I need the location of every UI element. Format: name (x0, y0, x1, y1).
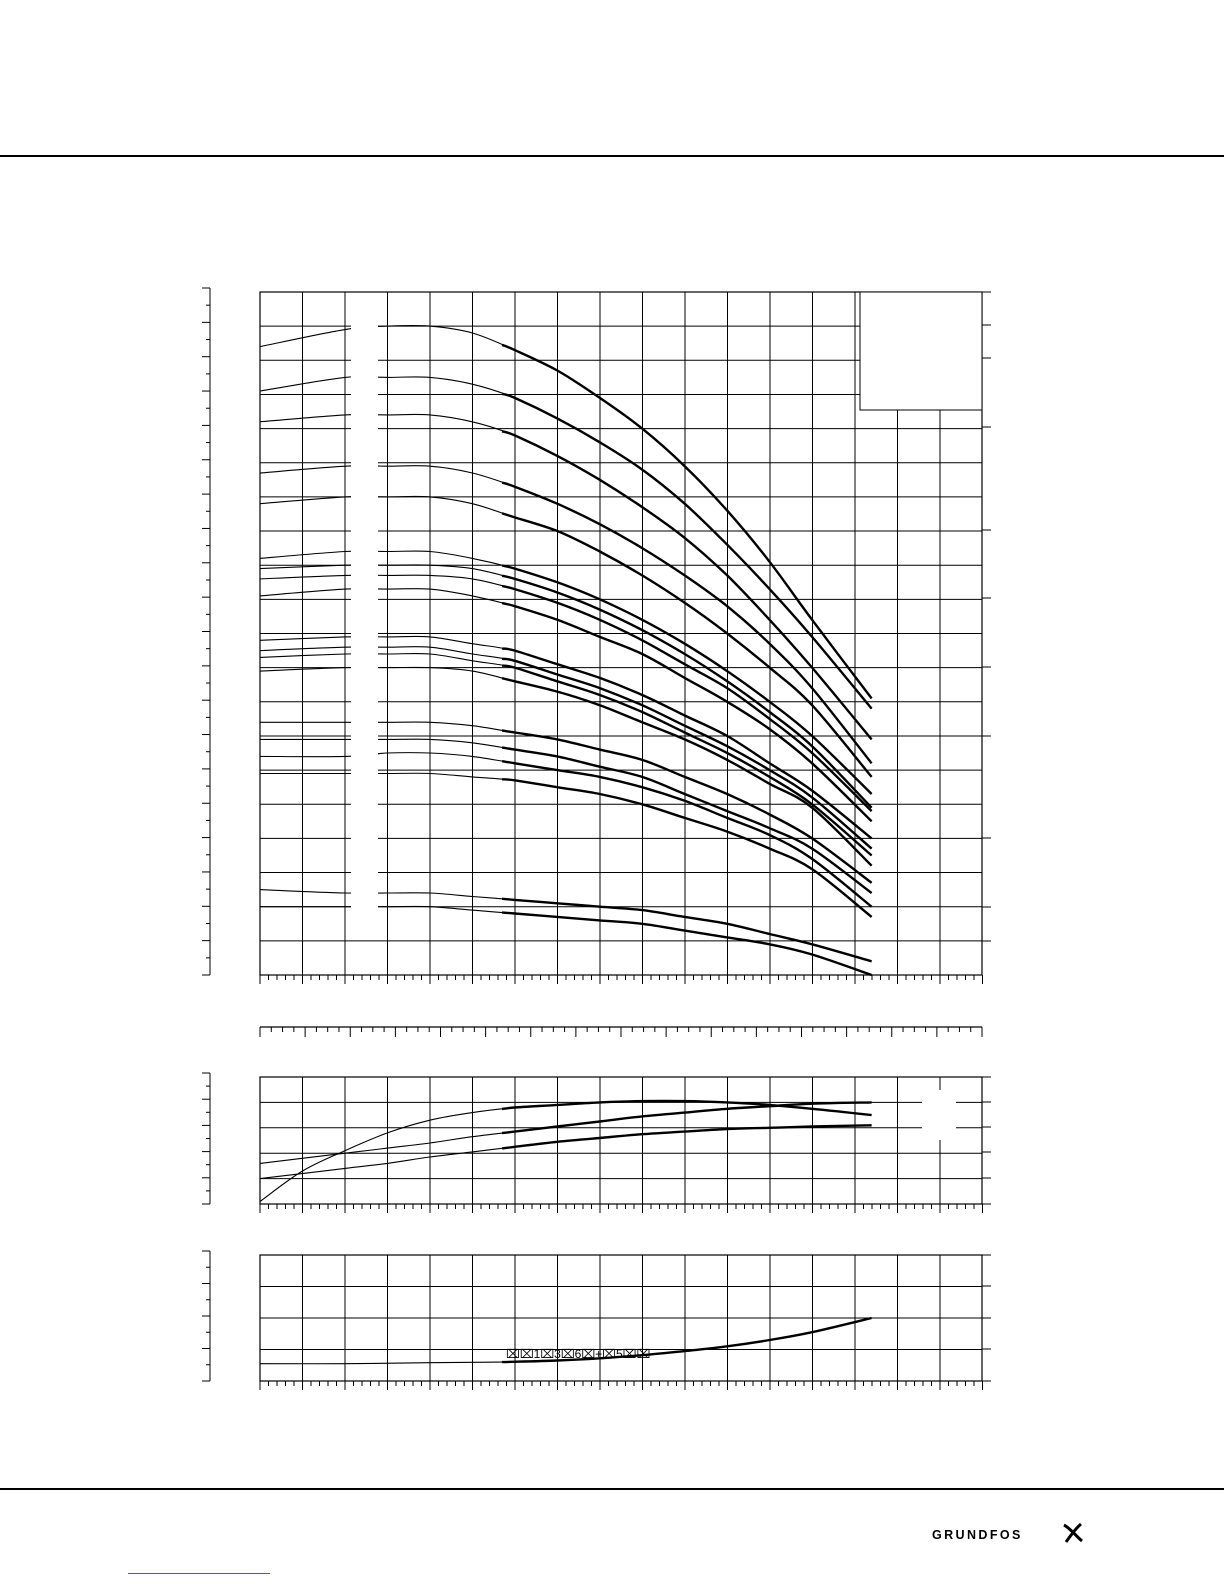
curve-bold-1-0 (501, 1099, 872, 1117)
curve-bold-0-13 (501, 729, 873, 884)
curve-bold-0-15 (501, 760, 873, 908)
curve-bold-1-2 (501, 1124, 872, 1150)
footer-link-underline[interactable] (128, 1573, 270, 1574)
curve-bold-0-0 (501, 343, 873, 700)
curve-bold-0-7 (501, 584, 873, 812)
brand-logo-text: GRUNDFOS (932, 1528, 1023, 1542)
panel-frame-1 (259, 1076, 983, 1205)
legend-box (859, 291, 983, 411)
curve-bold-0-8 (501, 601, 873, 823)
curve-bold-0-2 (501, 430, 873, 741)
curve-bold-0-4 (501, 512, 873, 778)
curve-bold-0-17 (501, 897, 872, 963)
top-rule (0, 155, 1224, 157)
curve-bold-0-18 (501, 911, 872, 977)
npsh-annotation: ⌧⌧1⌧3⌧6⌧+⌧5⌧⌧ (506, 1347, 650, 1361)
curve-bold-0-11 (501, 664, 873, 857)
curve-bold-0-3 (501, 481, 873, 765)
curve-bold-0-12 (501, 677, 873, 867)
curve-1-0 (259, 1100, 872, 1202)
curve-bold-0-10 (501, 657, 873, 850)
curve-break-head (351, 300, 378, 912)
curve-break-eff (922, 1090, 956, 1140)
bottom-rule (0, 1488, 1224, 1490)
curve-bold-0-5 (501, 564, 873, 795)
curve-bold-0-9 (501, 647, 873, 840)
grundfos-x-icon (1063, 1522, 1083, 1543)
curve-bold-2-0 (502, 1316, 872, 1364)
curve-bold-0-1 (501, 392, 873, 710)
curve-bold-0-6 (501, 574, 873, 809)
curve-bold-0-14 (501, 746, 873, 894)
curve-bold-0-16 (501, 778, 873, 918)
curve-1-1 (259, 1101, 872, 1164)
curve-bold-1-1 (501, 1101, 872, 1135)
